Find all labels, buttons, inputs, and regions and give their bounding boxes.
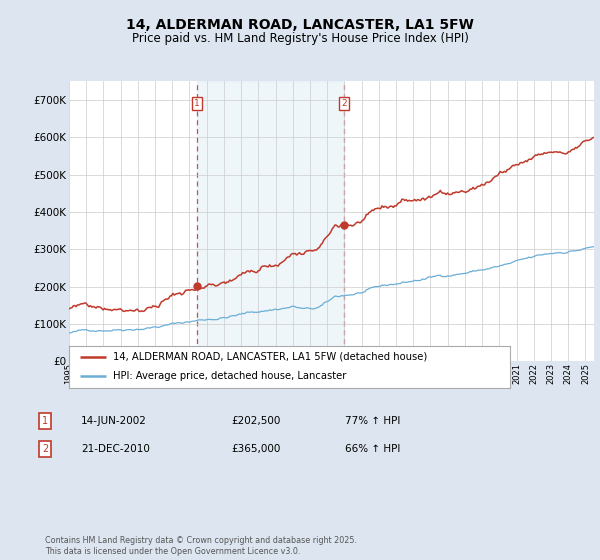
Text: 66% ↑ HPI: 66% ↑ HPI [345, 444, 400, 454]
Text: 2: 2 [42, 444, 48, 454]
Text: 14, ALDERMAN ROAD, LANCASTER, LA1 5FW: 14, ALDERMAN ROAD, LANCASTER, LA1 5FW [126, 18, 474, 32]
Text: 14-JUN-2002: 14-JUN-2002 [81, 416, 147, 426]
Text: 21-DEC-2010: 21-DEC-2010 [81, 444, 150, 454]
Text: £365,000: £365,000 [231, 444, 280, 454]
Text: HPI: Average price, detached house, Lancaster: HPI: Average price, detached house, Lanc… [113, 371, 346, 381]
Text: 1: 1 [42, 416, 48, 426]
Bar [197, 81, 344, 361]
Text: 14, ALDERMAN ROAD, LANCASTER, LA1 5FW (detached house): 14, ALDERMAN ROAD, LANCASTER, LA1 5FW (d… [113, 352, 427, 362]
Text: Price paid vs. HM Land Registry's House Price Index (HPI): Price paid vs. HM Land Registry's House … [131, 32, 469, 45]
Text: 2: 2 [341, 99, 347, 108]
Text: 77% ↑ HPI: 77% ↑ HPI [345, 416, 400, 426]
Text: £202,500: £202,500 [231, 416, 280, 426]
Text: 1: 1 [194, 99, 200, 108]
Text: Contains HM Land Registry data © Crown copyright and database right 2025.
This d: Contains HM Land Registry data © Crown c… [45, 536, 357, 556]
